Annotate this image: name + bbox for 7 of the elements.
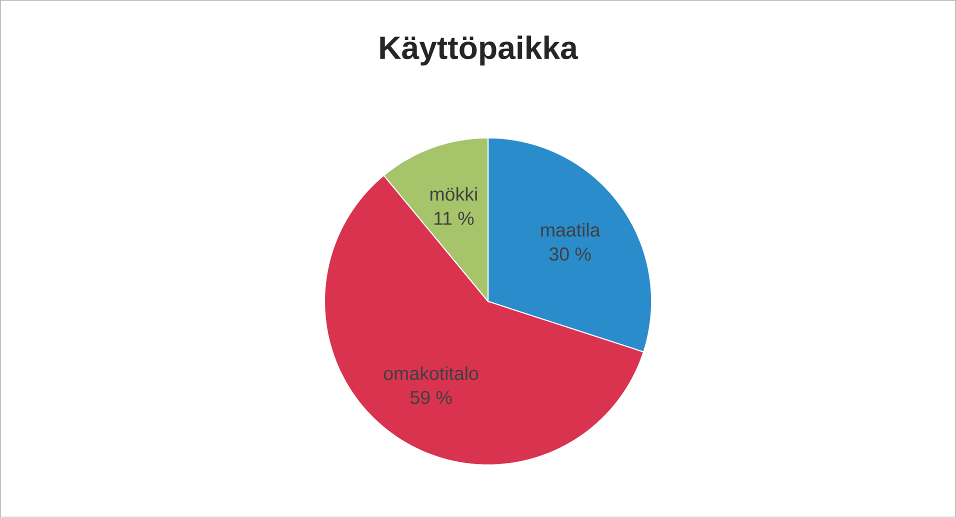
data-label: 11 % (434, 212, 474, 226)
slice-label: maatila (541, 223, 600, 237)
slice-label: omakotitalo (384, 366, 478, 380)
chart-title: Käyttöpaikka (380, 36, 578, 66)
data-label: 30 % (549, 248, 591, 261)
slice-label: mökki (430, 187, 477, 202)
data-label: 59 % (410, 391, 452, 404)
